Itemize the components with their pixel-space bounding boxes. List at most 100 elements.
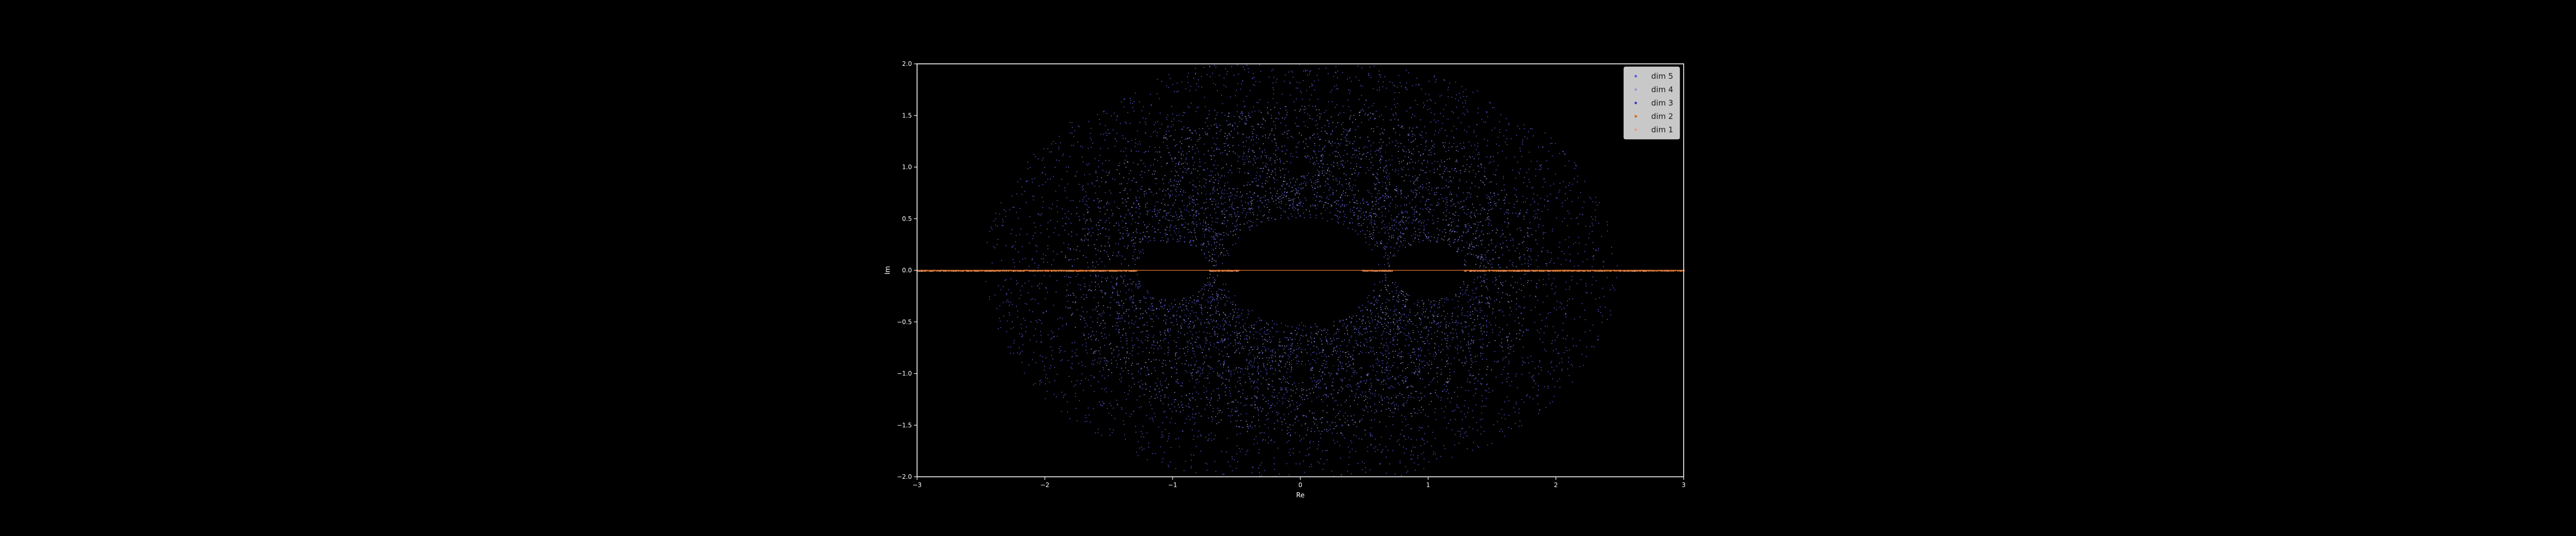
scatter-point (1176, 115, 1177, 116)
scatter-point (1248, 208, 1249, 210)
scatter-point (1386, 367, 1387, 368)
scatter-point (1095, 286, 1096, 287)
scatter-point (1238, 348, 1239, 349)
scatter-point (1306, 143, 1307, 145)
scatter-point (1310, 138, 1311, 140)
scatter-point (1186, 210, 1188, 211)
scatter-point (1256, 331, 1257, 333)
scatter-point (1434, 168, 1435, 170)
scatter-point (1118, 318, 1120, 319)
scatter-point (1492, 330, 1493, 331)
scatter-point (1374, 187, 1376, 189)
scatter-point (1290, 434, 1291, 436)
scatter-point (1364, 114, 1366, 115)
scatter-point (1076, 171, 1078, 172)
scatter-point (1039, 288, 1040, 289)
scatter-point (1276, 102, 1278, 103)
scatter-point (1567, 300, 1568, 302)
scatter-point (1084, 320, 1086, 321)
scatter-point (1159, 300, 1160, 302)
scatter-point (1320, 438, 1321, 439)
scatter-point (1165, 319, 1167, 320)
scatter-point (1560, 306, 1561, 308)
scatter-point (1480, 383, 1481, 384)
scatter-point (1461, 250, 1463, 251)
scatter-point (1211, 159, 1212, 160)
scatter-point (1045, 383, 1046, 385)
scatter-point (1361, 439, 1362, 440)
scatter-point (1250, 425, 1251, 426)
scatter-point (1027, 180, 1028, 181)
scatter-point (1414, 412, 1416, 414)
scatter-point (1006, 331, 1007, 333)
scatter-point (1066, 296, 1067, 297)
scatter-point (1200, 223, 1201, 224)
scatter-point (1499, 332, 1501, 333)
scatter-point (1485, 256, 1487, 258)
scatter-point (1572, 338, 1573, 339)
scatter-point (1181, 395, 1182, 397)
scatter-point (1295, 433, 1296, 434)
scatter-point (1157, 93, 1158, 94)
scatter-point (1440, 160, 1442, 161)
scatter-point (1237, 461, 1238, 462)
scatter-point (1114, 138, 1116, 140)
scatter-point (1132, 302, 1133, 304)
scatter-point (1584, 251, 1585, 252)
scatter-point (1485, 122, 1486, 123)
scatter-point (1160, 232, 1161, 233)
scatter-point (1512, 238, 1513, 239)
scatter-point (1313, 352, 1315, 353)
scatter-point (1552, 326, 1554, 327)
scatter-point (1159, 359, 1160, 361)
scatter-point (1198, 79, 1199, 80)
scatter-point (1527, 233, 1528, 234)
scatter-point (1599, 297, 1600, 299)
scatter-point (1227, 333, 1228, 334)
scatter-point (1444, 417, 1446, 418)
scatter-point (1592, 218, 1594, 220)
scatter-point (1125, 214, 1127, 215)
scatter-point (1213, 238, 1214, 240)
scatter-point (1404, 146, 1405, 147)
scatter-point (1575, 242, 1577, 243)
scatter-point (1404, 314, 1405, 315)
scatter-point (1168, 438, 1169, 439)
scatter-point (1300, 184, 1302, 185)
scatter-point (1218, 288, 1219, 290)
scatter-point (1141, 446, 1142, 448)
scatter-point (1376, 111, 1377, 112)
scatter-point (1364, 429, 1365, 430)
scatter-point (1047, 378, 1048, 379)
scatter-point (1449, 322, 1450, 324)
scatter-point (1047, 228, 1048, 230)
scatter-point (1052, 350, 1053, 351)
scatter-point (1420, 355, 1421, 356)
scatter-point (1172, 368, 1173, 369)
scatter-point (1240, 402, 1242, 404)
scatter-point (1079, 285, 1081, 286)
scatter-point (1431, 141, 1432, 142)
scatter-point (1446, 427, 1447, 428)
scatter-point (1473, 238, 1475, 240)
scatter-point (1161, 431, 1162, 433)
scatter-point (1529, 151, 1530, 153)
scatter-point (1010, 347, 1011, 348)
scatter-point (1402, 308, 1403, 309)
scatter-point (1457, 146, 1458, 147)
scatter-point (1275, 125, 1276, 126)
scatter-point (1216, 295, 1217, 296)
scatter-point (1483, 281, 1484, 282)
scatter-point (1607, 224, 1608, 226)
scatter-point (1254, 439, 1255, 440)
scatter-point (1502, 311, 1503, 313)
scatter-point (1243, 155, 1244, 157)
scatter-point (1008, 312, 1010, 314)
scatter-point (1033, 199, 1035, 201)
scatter-point (1582, 214, 1583, 215)
scatter-point (1060, 350, 1061, 351)
scatter-point (1121, 340, 1122, 342)
scatter-point (1121, 377, 1122, 378)
scatter-point (1465, 265, 1466, 266)
scatter-point (1540, 367, 1541, 368)
